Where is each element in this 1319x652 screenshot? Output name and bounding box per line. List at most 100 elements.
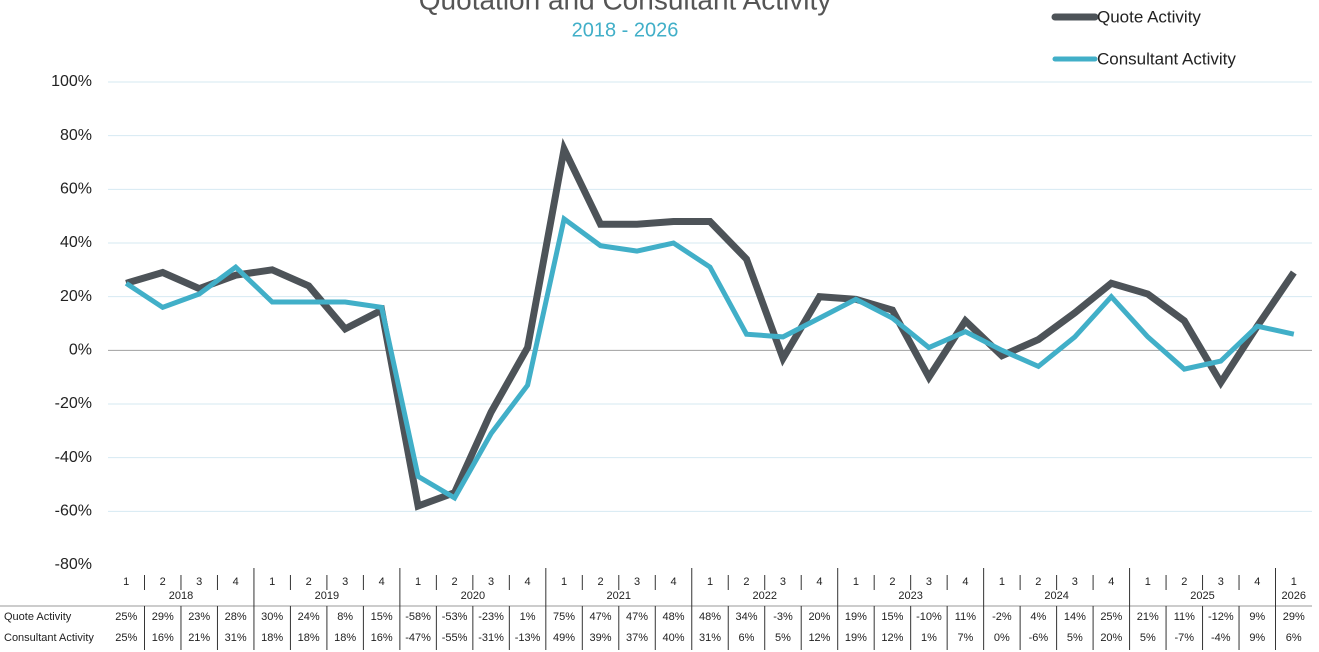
data-label: 12% <box>808 632 830 644</box>
y-tick-label: -40% <box>55 449 92 466</box>
data-label: 1% <box>520 611 536 623</box>
x-tick-label: 2 <box>452 576 458 588</box>
y-tick-label: -60% <box>55 503 92 520</box>
x-tick-label: 2 <box>1181 576 1187 588</box>
data-label: 25% <box>115 632 137 644</box>
table-row-label: Consultant Activity <box>4 632 94 644</box>
x-tick-label: 1 <box>1291 576 1297 588</box>
data-label: -55% <box>442 632 468 644</box>
y-tick-label: 60% <box>60 181 92 198</box>
x-tick-label: 1 <box>853 576 859 588</box>
x-tick-label: 1 <box>269 576 275 588</box>
x-tick-label: 4 <box>1108 576 1114 588</box>
data-label: 37% <box>626 632 648 644</box>
data-label: 24% <box>298 611 320 623</box>
x-tick-label: 3 <box>196 576 202 588</box>
data-label: -47% <box>405 632 431 644</box>
x-group-label: 2026 <box>1282 590 1306 602</box>
y-tick-label: 40% <box>60 234 92 251</box>
legend-label: Consultant Activity <box>1097 49 1236 68</box>
x-tick-label: 3 <box>342 576 348 588</box>
data-label: 21% <box>188 632 210 644</box>
data-label: -31% <box>478 632 504 644</box>
data-label: 18% <box>334 632 356 644</box>
data-label: 15% <box>881 611 903 623</box>
x-tick-label: 3 <box>488 576 494 588</box>
data-label: 47% <box>626 611 648 623</box>
data-label: 31% <box>225 632 247 644</box>
chart-title: Quotation and Consultant Activity <box>419 0 831 15</box>
x-tick-label: 2 <box>1035 576 1041 588</box>
data-label: 29% <box>1283 611 1305 623</box>
x-tick-label: 3 <box>634 576 640 588</box>
x-tick-label: 3 <box>1072 576 1078 588</box>
x-group-label: 2021 <box>607 590 631 602</box>
data-label: 19% <box>845 632 867 644</box>
data-label: 5% <box>1067 632 1083 644</box>
data-label: 31% <box>699 632 721 644</box>
data-label: 14% <box>1064 611 1086 623</box>
data-label: -4% <box>1211 632 1231 644</box>
x-tick-label: 4 <box>525 576 531 588</box>
data-label: 5% <box>1140 632 1156 644</box>
data-label: 25% <box>115 611 137 623</box>
x-tick-label: 4 <box>670 576 676 588</box>
data-label: 28% <box>225 611 247 623</box>
table-row-label: Quote Activity <box>4 611 72 623</box>
x-group-label: 2023 <box>898 590 922 602</box>
data-label: 11% <box>955 611 976 623</box>
x-tick-label: 1 <box>123 576 129 588</box>
data-label: 48% <box>662 611 684 623</box>
y-tick-label: 100% <box>51 73 92 90</box>
data-label: 0% <box>994 632 1010 644</box>
legend-label: Quote Activity <box>1097 7 1201 26</box>
x-group-label: 2022 <box>752 590 776 602</box>
data-label: 5% <box>775 632 791 644</box>
data-label: 40% <box>662 632 684 644</box>
data-label: 29% <box>152 611 174 623</box>
data-label: 21% <box>1137 611 1159 623</box>
data-label: 4% <box>1030 611 1046 623</box>
data-label: 18% <box>298 632 320 644</box>
data-label: 34% <box>735 611 757 623</box>
data-label: 9% <box>1249 632 1265 644</box>
x-tick-label: 4 <box>816 576 822 588</box>
x-tick-label: 4 <box>233 576 239 588</box>
data-label: 18% <box>261 632 283 644</box>
data-label: -7% <box>1175 632 1195 644</box>
data-label: 20% <box>1100 632 1122 644</box>
data-label: 6% <box>739 632 755 644</box>
x-group-label: 2018 <box>169 590 193 602</box>
x-tick-label: 1 <box>707 576 713 588</box>
x-tick-label: 4 <box>379 576 385 588</box>
x-tick-label: 1 <box>561 576 567 588</box>
data-label: 16% <box>152 632 174 644</box>
x-tick-label: 2 <box>306 576 312 588</box>
data-label: 6% <box>1286 632 1302 644</box>
x-group-label: 2020 <box>461 590 485 602</box>
data-label: 12% <box>881 632 903 644</box>
series-line <box>125 137 1297 511</box>
x-group-label: 2025 <box>1190 590 1214 602</box>
x-tick-label: 2 <box>889 576 895 588</box>
x-tick-label: 3 <box>1218 576 1224 588</box>
x-tick-label: 2 <box>597 576 603 588</box>
data-label: 30% <box>261 611 283 623</box>
data-label: 8% <box>337 611 353 623</box>
data-label: 75% <box>553 611 575 623</box>
x-tick-label: 2 <box>743 576 749 588</box>
y-tick-label: 20% <box>60 288 92 305</box>
x-tick-label: 3 <box>780 576 786 588</box>
x-tick-label: 4 <box>962 576 968 588</box>
y-tick-label: 80% <box>60 127 92 144</box>
x-tick-label: 1 <box>999 576 1005 588</box>
data-label: -10% <box>916 611 942 623</box>
data-label: 49% <box>553 632 575 644</box>
data-label: -2% <box>992 611 1012 623</box>
data-label: 16% <box>371 632 393 644</box>
series-line <box>124 214 1295 502</box>
data-label: 39% <box>590 632 612 644</box>
data-label: 15% <box>371 611 393 623</box>
data-label: 9% <box>1249 611 1265 623</box>
